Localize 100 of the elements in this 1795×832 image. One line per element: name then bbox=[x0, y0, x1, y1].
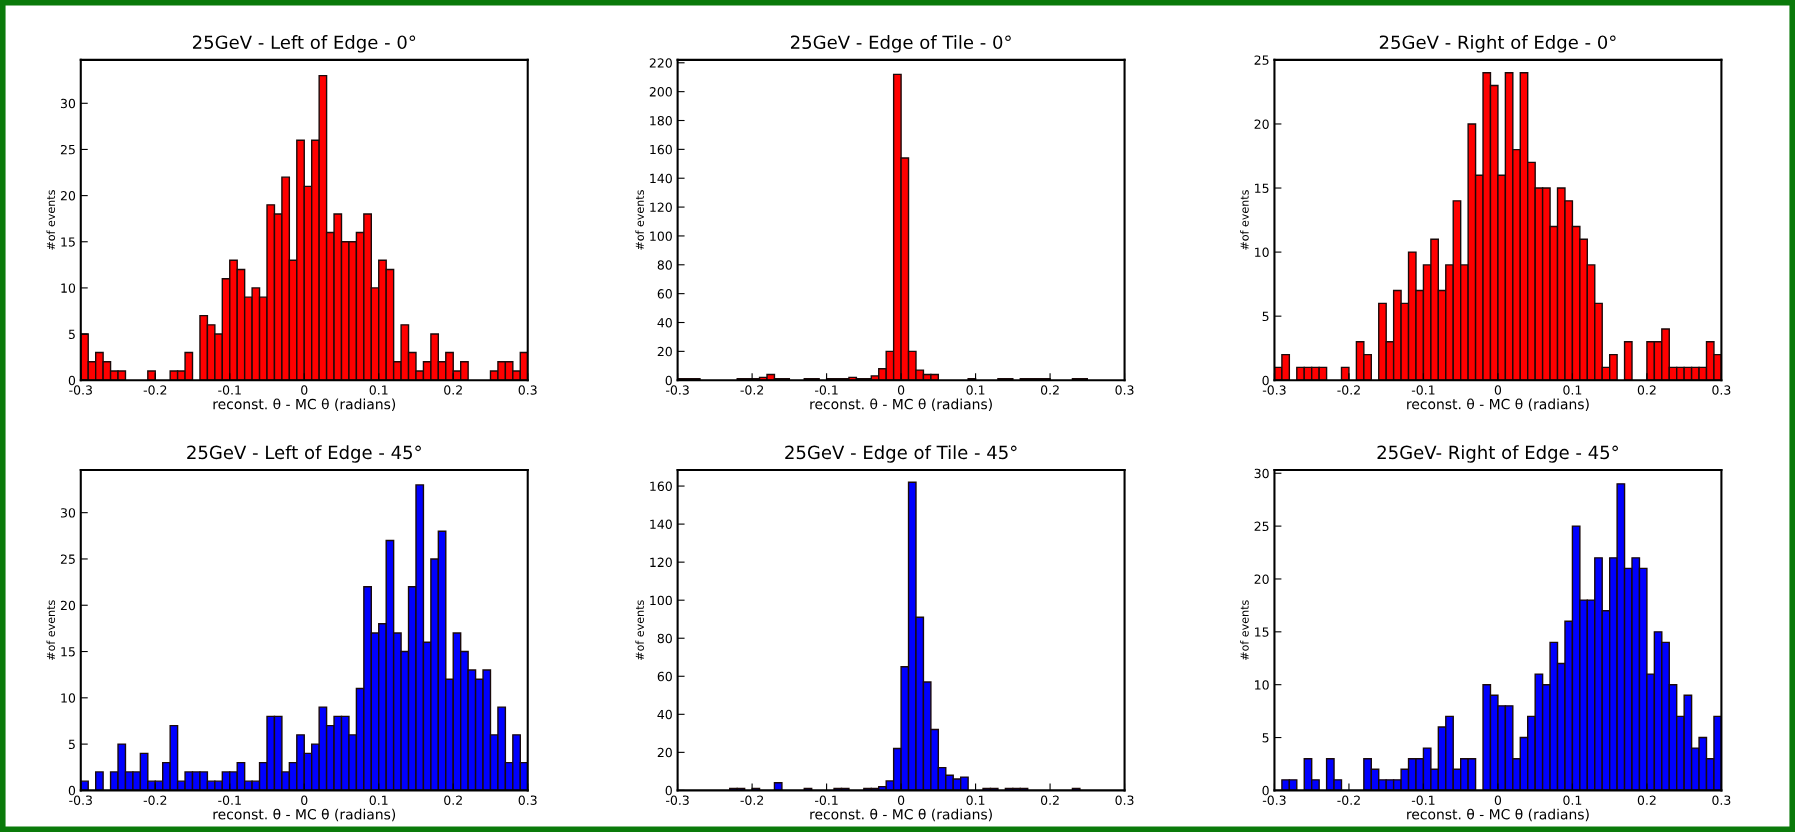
y-tick-label: 20 bbox=[657, 747, 672, 758]
x-tick-label: 0.1 bbox=[369, 385, 388, 395]
y-tick-label: 180 bbox=[650, 115, 672, 126]
x-tick-label: -0.1 bbox=[1411, 385, 1435, 395]
y-tick-label: 10 bbox=[1255, 680, 1269, 690]
y-tick-label: 140 bbox=[650, 173, 672, 184]
y-tick-label: 20 bbox=[1254, 119, 1269, 129]
x-tick-label: -0.3 bbox=[666, 385, 689, 395]
x-tick-label: 0.1 bbox=[966, 795, 985, 805]
y-tick-label: 80 bbox=[657, 260, 672, 270]
y-tick-label: 0 bbox=[68, 785, 76, 796]
y-tick-label: 60 bbox=[657, 671, 672, 682]
y-tick-label: 30 bbox=[60, 98, 76, 109]
x-tick-label: -0.2 bbox=[740, 795, 764, 805]
x-tick-label: 0 bbox=[897, 795, 905, 805]
y-tick-label: 5 bbox=[68, 739, 75, 750]
x-axis-title: reconst. θ - MC θ (radians) bbox=[1407, 808, 1589, 822]
x-tick-label: 0.1 bbox=[1563, 385, 1582, 395]
x-tick-label: -0.3 bbox=[1262, 795, 1286, 805]
y-tick-label: 25 bbox=[1254, 521, 1269, 532]
x-tick-label: -0.2 bbox=[143, 795, 167, 805]
y-tick-label: 160 bbox=[650, 144, 672, 155]
y-tick-label: 100 bbox=[650, 595, 672, 606]
x-tick-label: 0.2 bbox=[1040, 385, 1059, 395]
x-tick-label: 0 bbox=[1494, 795, 1502, 805]
y-tick-label: 15 bbox=[1255, 183, 1269, 193]
y-axis-title: #of events bbox=[1240, 190, 1249, 250]
y-tick-label: 25 bbox=[60, 554, 75, 564]
x-tick-label: 0.2 bbox=[444, 385, 462, 395]
x-tick-label: -0.2 bbox=[740, 385, 764, 395]
x-tick-label: 0 bbox=[1494, 385, 1502, 395]
x-tick-label: 0.3 bbox=[1115, 385, 1134, 395]
y-tick-label: 0 bbox=[1262, 785, 1269, 796]
x-axis-title: reconst. θ - MC θ (radians) bbox=[213, 398, 396, 411]
x-tick-label: -0.1 bbox=[218, 795, 241, 805]
y-tick-label: 5 bbox=[1262, 311, 1269, 322]
y-tick-label: 0 bbox=[665, 375, 672, 386]
y-tick-label: 15 bbox=[61, 237, 75, 247]
y-tick-label: 120 bbox=[650, 202, 672, 212]
x-tick-label: 0.3 bbox=[1115, 795, 1134, 805]
y-tick-label: 15 bbox=[61, 647, 75, 657]
y-tick-label: 0 bbox=[68, 375, 76, 386]
y-tick-label: 160 bbox=[650, 481, 672, 491]
y-tick-label: 120 bbox=[650, 557, 672, 568]
x-tick-label: 0 bbox=[897, 385, 905, 395]
y-tick-label: 5 bbox=[68, 329, 75, 339]
y-tick-label: 10 bbox=[61, 693, 76, 703]
x-tick-label: -0.1 bbox=[815, 795, 838, 805]
x-tick-label: 0.1 bbox=[369, 795, 388, 805]
y-tick-label: 20 bbox=[60, 600, 76, 611]
y-axis-title: #of events bbox=[46, 190, 56, 250]
y-tick-label: 200 bbox=[649, 87, 672, 97]
y-tick-label: 0 bbox=[665, 785, 672, 796]
chart-title: 25GeV - Edge of Tile - 0° bbox=[790, 35, 1011, 53]
y-tick-label: 60 bbox=[657, 289, 672, 299]
y-tick-label: 20 bbox=[60, 191, 76, 201]
chart-title: 25GeV- Right of Edge - 45° bbox=[1377, 445, 1618, 463]
x-tick-label: 0.1 bbox=[1563, 795, 1582, 805]
y-axis-title: #of events bbox=[1240, 600, 1249, 660]
y-tick-label: 20 bbox=[657, 346, 672, 357]
x-tick-label: -0.2 bbox=[143, 385, 167, 395]
chart-title: 25GeV - Left of Edge - 45° bbox=[187, 445, 421, 463]
x-tick-label: -0.3 bbox=[69, 385, 92, 395]
x-tick-label: -0.2 bbox=[1337, 795, 1360, 805]
x-tick-label: 0.2 bbox=[1040, 795, 1059, 805]
x-tick-label: 0.2 bbox=[1637, 385, 1656, 395]
x-tick-label: -0.2 bbox=[1337, 385, 1360, 395]
chart-title: 25GeV - Right of Edge - 0° bbox=[1379, 35, 1616, 53]
y-tick-label: 40 bbox=[657, 709, 672, 720]
x-tick-label: -0.3 bbox=[666, 795, 689, 805]
x-tick-label: -0.3 bbox=[1262, 385, 1286, 395]
x-tick-label: 0.3 bbox=[1712, 385, 1731, 395]
y-tick-label: 15 bbox=[1255, 627, 1269, 637]
chart-title: 25GeV - Left of Edge - 0° bbox=[192, 35, 416, 53]
x-tick-label: 0.3 bbox=[518, 385, 537, 395]
y-tick-label: 25 bbox=[1254, 55, 1269, 65]
y-tick-label: 0 bbox=[1262, 375, 1269, 386]
x-tick-label: 0.1 bbox=[966, 385, 985, 395]
y-axis-title: #of events bbox=[46, 600, 56, 660]
x-tick-label: 0.3 bbox=[1712, 795, 1731, 805]
y-axis-title: #of events bbox=[635, 190, 644, 250]
y-tick-label: 5 bbox=[1262, 733, 1269, 743]
x-axis-title: reconst. θ - MC θ (radians) bbox=[213, 808, 396, 822]
y-tick-label: 30 bbox=[60, 508, 76, 518]
y-tick-label: 100 bbox=[650, 231, 672, 241]
x-tick-label: -0.1 bbox=[815, 385, 838, 395]
x-axis-title: reconst. θ - MC θ (radians) bbox=[1407, 398, 1589, 411]
y-tick-label: 220 bbox=[649, 58, 672, 68]
y-tick-label: 10 bbox=[61, 283, 76, 293]
y-tick-label: 40 bbox=[657, 317, 672, 328]
y-tick-label: 25 bbox=[60, 144, 75, 155]
x-tick-label: 0 bbox=[301, 385, 308, 395]
x-axis-title: reconst. θ - MC θ (radians) bbox=[810, 398, 992, 411]
y-tick-label: 10 bbox=[1255, 247, 1269, 258]
x-tick-label: -0.3 bbox=[69, 795, 92, 805]
x-tick-label: -0.1 bbox=[1411, 795, 1435, 805]
x-tick-label: 0.3 bbox=[518, 795, 537, 805]
x-tick-label: 0 bbox=[301, 795, 308, 805]
x-tick-label: -0.1 bbox=[218, 385, 241, 395]
y-tick-label: 30 bbox=[1254, 468, 1269, 479]
